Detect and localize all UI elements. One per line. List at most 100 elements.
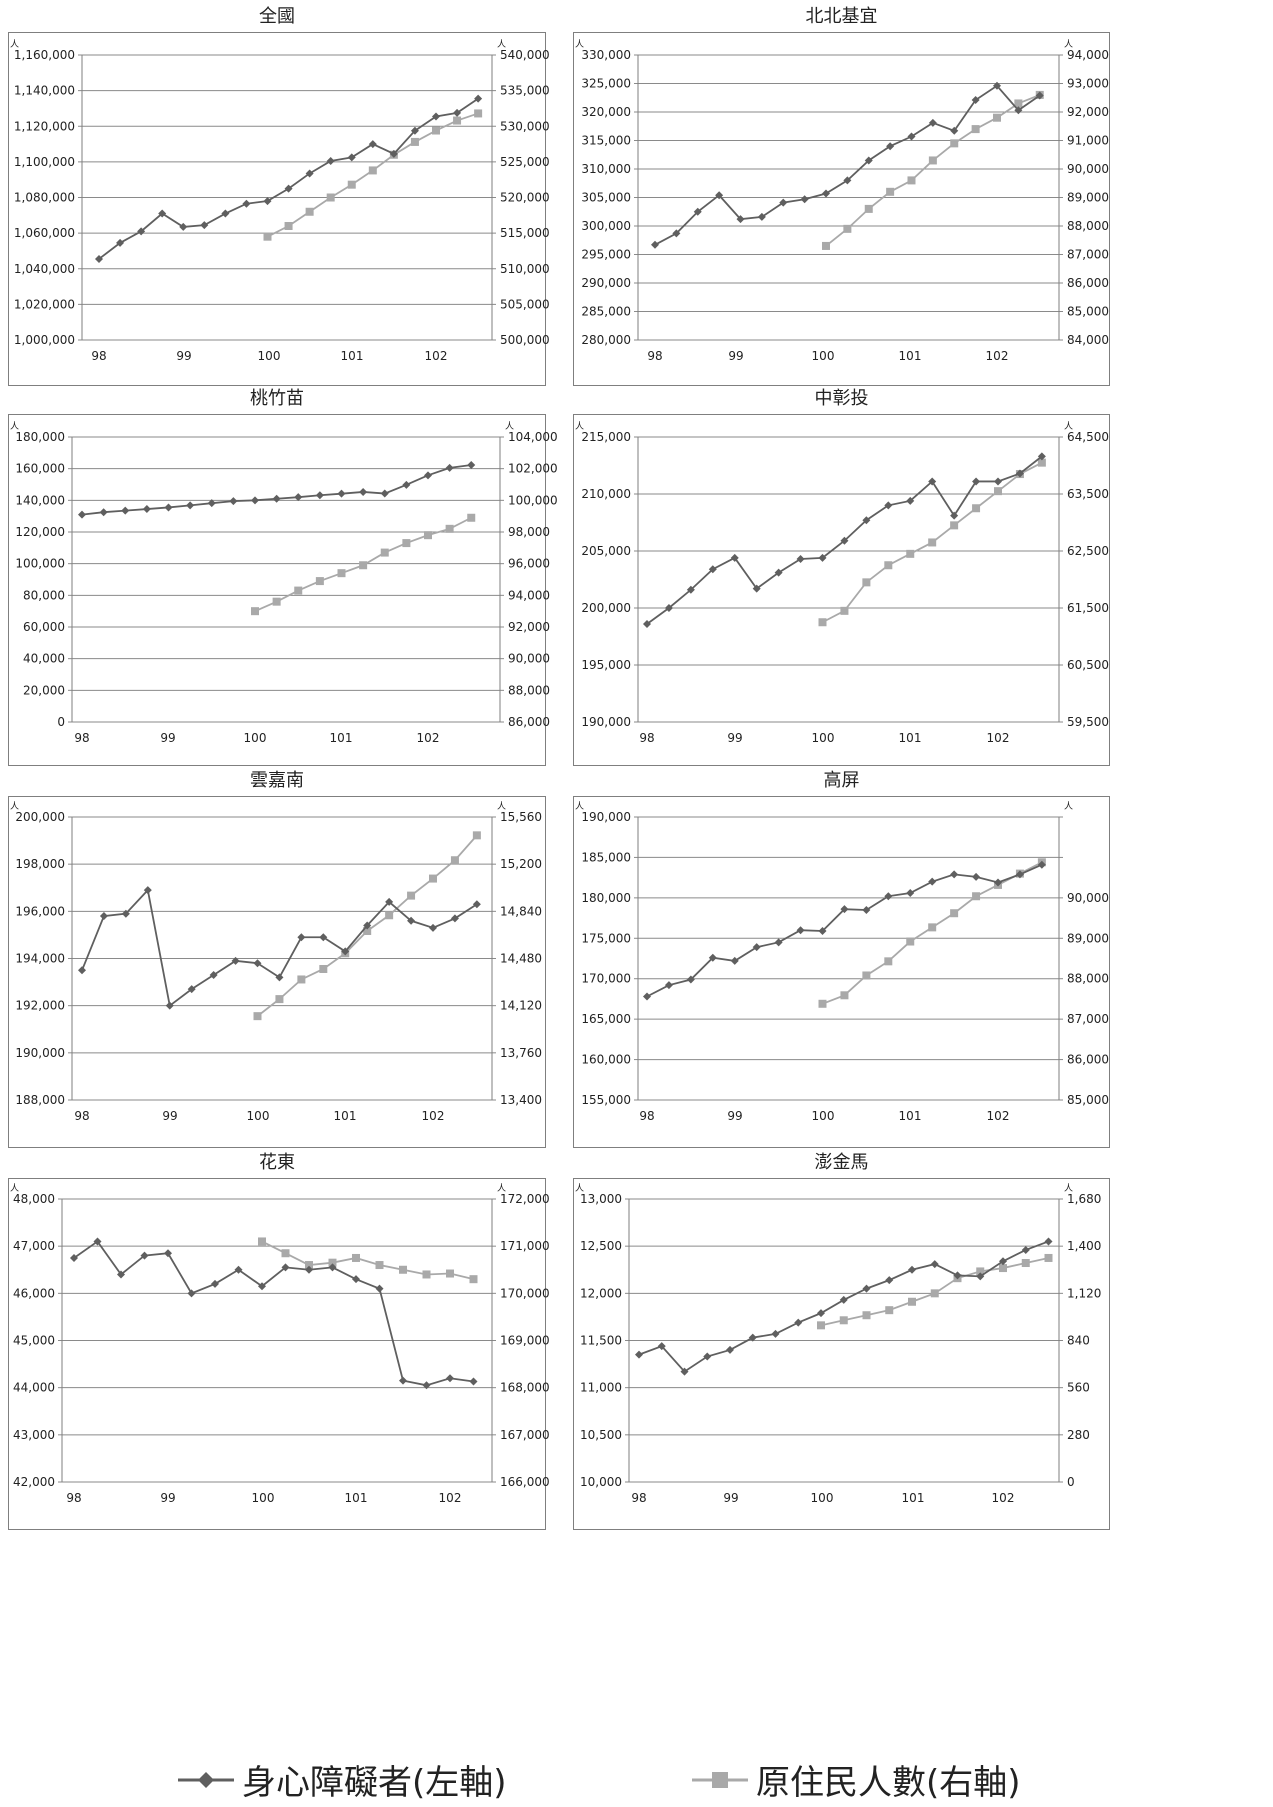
legend-item-indigenous: 原住民人數(右軸): [690, 1752, 1021, 1807]
x-tick-label: 98: [631, 1491, 646, 1505]
x-tick-label: 102: [439, 1491, 462, 1505]
right-tick-label: 280: [1067, 1428, 1090, 1442]
data-point-disabled: [221, 209, 230, 218]
data-point-disabled: [410, 126, 419, 135]
x-tick-label: 100: [812, 731, 835, 745]
data-point-disabled: [99, 508, 108, 517]
data-point-disabled: [402, 480, 411, 489]
x-tick-label: 100: [811, 1491, 834, 1505]
data-point-indigenous: [422, 1270, 431, 1279]
right-unit-label: 人: [497, 801, 506, 812]
left-tick-label: 210,000: [581, 487, 631, 501]
data-point-indigenous: [862, 971, 871, 980]
chart-frame: [573, 1178, 1110, 1530]
data-point-disabled: [242, 199, 251, 208]
data-point-disabled: [284, 184, 293, 193]
data-point-indigenous: [319, 964, 328, 973]
right-unit-label: 人: [1064, 801, 1073, 812]
right-tick-label: 93,000: [1067, 77, 1109, 91]
chart-panel-taozhumiao: 桃竹苗 0 86,000 20,000 88,000 40,000 90,000 60,000…: [8, 388, 558, 766]
right-tick-label: 540,000: [500, 48, 550, 62]
left-tick-label: 10,500: [580, 1428, 622, 1442]
left-tick-label: 190,000: [581, 810, 631, 824]
left-tick-label: 165,000: [581, 1012, 631, 1026]
data-point-disabled: [472, 900, 481, 909]
data-point-disabled: [1014, 106, 1023, 115]
data-point-indigenous: [862, 1311, 871, 1320]
data-point-disabled: [752, 584, 761, 593]
chart-panel-central: 中彰投 190,000 59,500 195,000 60,500 200,000 61,5…: [573, 388, 1110, 766]
right-tick-label: 87,000: [1067, 248, 1109, 262]
left-tick-label: 290,000: [581, 276, 631, 290]
data-point-indigenous: [1021, 1259, 1030, 1268]
data-point-disabled: [757, 212, 766, 221]
left-tick-label: 48,000: [13, 1192, 55, 1206]
data-point-disabled: [179, 222, 188, 231]
chart-panel-gaoping: 高屏 155,000 85,000 160,000 86,000 165,000 87,00…: [573, 770, 1110, 1148]
left-tick-label: 300,000: [581, 219, 631, 233]
x-tick-label: 102: [987, 1109, 1010, 1123]
left-tick-label: 12,000: [580, 1286, 622, 1300]
data-point-disabled: [1044, 1237, 1053, 1246]
data-point-disabled: [389, 149, 398, 158]
data-point-indigenous: [450, 856, 459, 865]
data-point-indigenous: [275, 995, 284, 1004]
data-point-indigenous: [294, 586, 303, 595]
right-tick-label: 85,000: [1067, 1093, 1109, 1107]
data-point-disabled: [708, 565, 717, 574]
chart-panel-penghuma: 澎金馬 10,000 0 10,500 280 11,000 560 11,500 840 12,…: [573, 1152, 1110, 1530]
series-line-indigenous: [261, 1240, 474, 1281]
left-unit-label: 人: [575, 39, 584, 50]
data-point-disabled: [672, 229, 681, 238]
right-tick-label: 96,000: [508, 557, 550, 571]
data-point-indigenous: [976, 1267, 985, 1276]
data-point-disabled: [352, 1275, 360, 1284]
right-tick-label: 14,120: [500, 999, 542, 1013]
data-point-indigenous: [884, 957, 893, 966]
data-point-indigenous: [1037, 458, 1046, 467]
data-point-disabled: [818, 553, 827, 562]
left-tick-label: 305,000: [581, 191, 631, 205]
right-tick-label: 535,000: [500, 84, 550, 98]
left-tick-label: 195,000: [581, 658, 631, 672]
data-point-disabled: [251, 496, 259, 505]
left-tick-label: 20,000: [23, 683, 65, 697]
chart-frame: [8, 32, 546, 386]
data-point-disabled: [730, 956, 739, 965]
left-tick-label: 10,000: [580, 1475, 622, 1489]
data-point-indigenous: [328, 1258, 337, 1267]
chart-frame: [8, 414, 546, 766]
data-point-disabled: [928, 118, 937, 127]
chart-title: 澎金馬: [815, 1152, 869, 1173]
data-point-disabled: [305, 169, 314, 178]
left-tick-label: 196,000: [15, 904, 65, 918]
data-point-indigenous: [994, 487, 1002, 496]
data-point-indigenous: [284, 222, 293, 230]
data-point-disabled: [337, 489, 346, 498]
data-point-disabled: [840, 905, 849, 914]
data-point-indigenous: [1044, 1253, 1053, 1262]
data-point-indigenous: [840, 991, 849, 1000]
data-point-disabled: [908, 1265, 916, 1274]
x-tick-label: 99: [727, 1109, 742, 1123]
left-tick-label: 295,000: [581, 248, 631, 262]
data-point-disabled: [1015, 469, 1024, 478]
left-tick-label: 215,000: [581, 430, 631, 444]
right-tick-label: 166,000: [500, 1475, 550, 1489]
chart-svg: 高屏 155,000 85,000 160,000 86,000 165,000 87,00…: [573, 770, 1110, 1148]
chart-frame: [8, 1178, 546, 1530]
left-tick-label: 1,020,000: [14, 297, 75, 311]
data-point-indigenous: [337, 569, 346, 578]
x-tick-label: 101: [345, 1491, 368, 1505]
data-point-disabled: [187, 985, 196, 994]
left-tick-label: 330,000: [581, 48, 631, 62]
chart-legend: 身心障礙者(左軸) 原住民人數(右軸): [0, 1752, 1273, 1807]
right-tick-label: 104,000: [508, 430, 558, 444]
data-point-indigenous: [424, 531, 432, 540]
left-tick-label: 160,000: [15, 462, 65, 476]
data-point-disabled: [862, 905, 871, 914]
right-tick-label: 84,000: [1067, 333, 1109, 347]
x-tick-label: 101: [330, 731, 353, 745]
data-point-indigenous: [251, 607, 259, 616]
right-tick-label: 169,000: [500, 1334, 550, 1348]
